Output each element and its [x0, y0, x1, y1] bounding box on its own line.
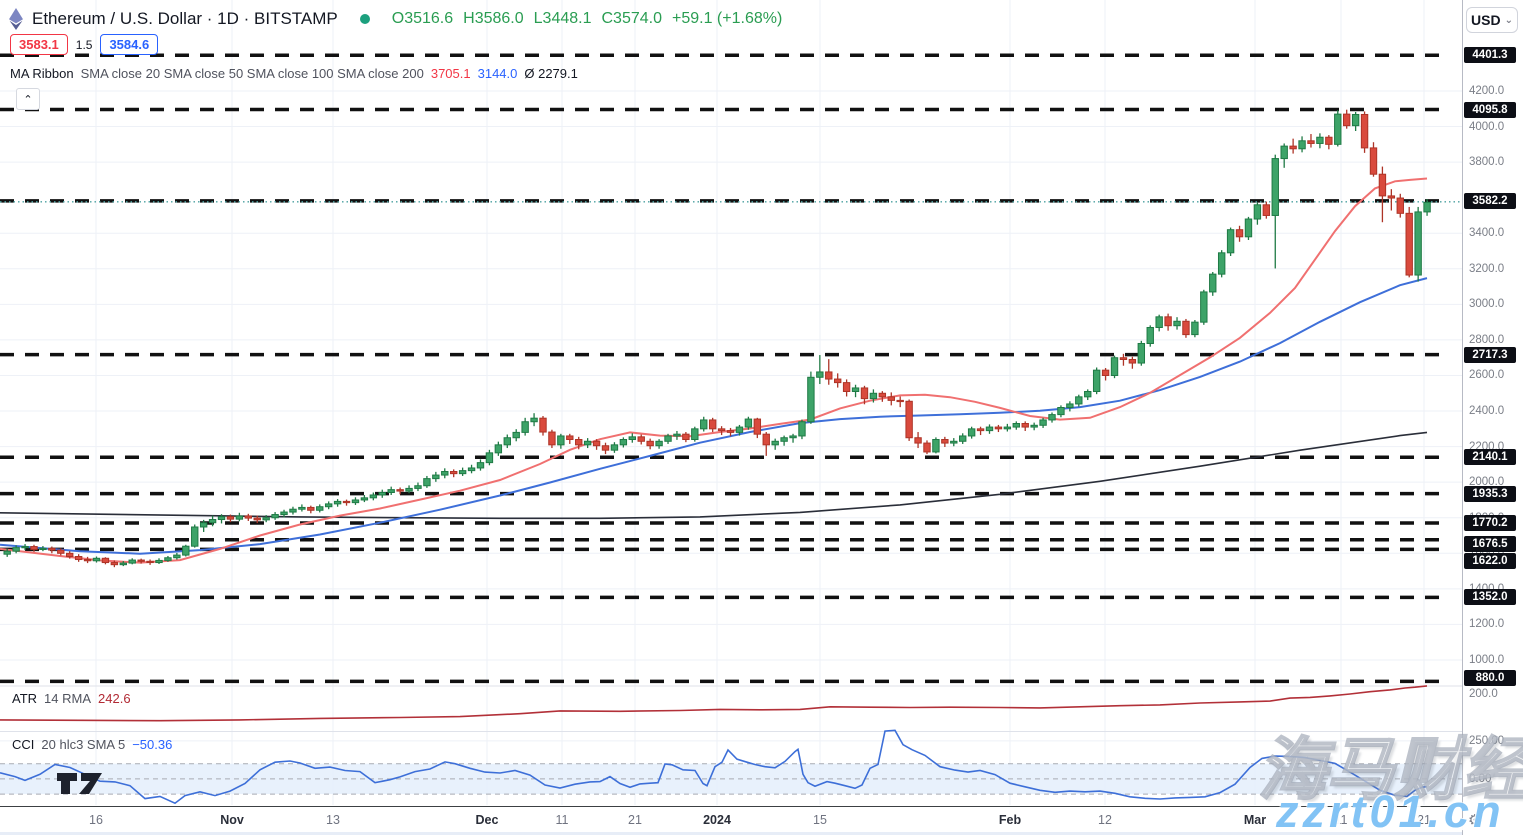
candles-series	[3, 109, 1431, 568]
price-tick-label: 2400.0	[1469, 405, 1505, 418]
price-level-badge: 2140.1	[1464, 449, 1516, 466]
cci-tick-label: 0.00	[1469, 772, 1492, 785]
bid-ask-row: 3583.1 1.5 3584.6	[10, 34, 159, 55]
price-tick-label: 4000.0	[1469, 120, 1505, 133]
price-tick-label: 2000.0	[1469, 476, 1505, 489]
collapse-legend-button[interactable]: ⌃	[16, 88, 40, 110]
price-level-badge: 1935.3	[1464, 485, 1516, 502]
price-tick-label: 1200.0	[1469, 618, 1505, 631]
price-level-badge: 3582.2	[1464, 192, 1516, 209]
time-axis-label: 15	[813, 813, 827, 827]
atr-params: 14 RMA	[44, 691, 92, 706]
cci-line	[0, 729, 1428, 805]
ohlc-token: O3516.6	[391, 10, 454, 27]
ma-ribbon-params: SMA close 20 SMA close 50 SMA close 100 …	[80, 66, 424, 81]
cci-tick-label: 250.00	[1469, 734, 1505, 747]
sma-20-line	[0, 177, 1428, 564]
price-level-badge: 4401.3	[1464, 47, 1516, 64]
price-level-badge: 1770.2	[1464, 515, 1516, 532]
time-axis-label: 12	[1098, 813, 1112, 827]
time-axis-label: 16	[89, 813, 103, 827]
ask-price-button[interactable]: 3584.6	[100, 34, 159, 55]
atr-legend: ATR 14 RMA 242.6	[12, 691, 131, 706]
price-level-badge: 1352.0	[1464, 589, 1516, 606]
support-resistance-lines	[0, 53, 1447, 684]
currency-selector-button[interactable]: USD ⌄	[1466, 7, 1518, 33]
ma-ribbon-title[interactable]: MA Ribbon	[10, 66, 74, 81]
grid-lines	[0, 0, 1462, 805]
price-tick-label: 1000.0	[1469, 653, 1505, 666]
chevron-up-icon: ⌃	[23, 93, 33, 106]
ma-ribbon-average-value: Ø 2279.1	[524, 66, 578, 81]
ohlc-token: C3574.0	[601, 10, 663, 27]
price-tick-label: 2600.0	[1469, 369, 1505, 382]
time-axis-label: 11	[555, 813, 569, 827]
spread-value: 1.5	[75, 37, 93, 52]
atr-tick-label: 200.0	[1469, 688, 1498, 700]
atr-line	[0, 685, 1428, 722]
price-level-badge: 880.0	[1464, 670, 1516, 686]
ma-ribbon-sma20-value: 3705.1	[430, 66, 471, 81]
price-level-badge: 1622.0	[1464, 553, 1516, 569]
price-level-badge: 1676.5	[1464, 536, 1516, 552]
currency-label: USD	[1471, 12, 1501, 28]
sma-50-line	[0, 277, 1428, 555]
time-axis-label: 21	[1417, 813, 1431, 827]
axis-settings-gear-icon[interactable]: ⚙	[1468, 812, 1482, 829]
ethereum-icon	[9, 8, 23, 30]
price-level-badge: 4095.8	[1464, 101, 1516, 118]
time-axis-label: 2024	[703, 813, 731, 827]
ohlc-values: O3516.6 H3586.0 L3448.1 C3574.0 +59.1 (+1.68…	[392, 10, 783, 28]
time-axis-label: 21	[628, 813, 642, 827]
ma-ribbon-sma50-value: 3144.0	[477, 66, 518, 81]
price-tick-label: 4200.0	[1469, 85, 1505, 97]
sma-200-line	[0, 431, 1428, 520]
price-tick-label: 2800.0	[1469, 333, 1505, 346]
time-axis-label: 13	[326, 813, 340, 827]
ma-ribbon-legend: MA Ribbon SMA close 20 SMA close 50 SMA …	[10, 66, 578, 81]
cci-params: 20 hlc3 SMA 5	[41, 737, 126, 752]
atr-value: 242.6	[98, 691, 131, 706]
price-tick-label: 3400.0	[1469, 227, 1505, 240]
time-axis[interactable]: 16 Nov 13 Dec 11 21 2024 15 Feb 12 Mar 11 21	[0, 806, 1523, 832]
time-axis-label: Mar	[1243, 813, 1267, 827]
chevron-down-icon: ⌄	[1504, 14, 1513, 26]
market-status-dot	[359, 14, 370, 24]
price-tick-label: 3200.0	[1469, 262, 1505, 275]
time-axis-label: Nov	[220, 813, 244, 827]
price-level-badge: 2717.3	[1464, 346, 1516, 363]
bid-price-button[interactable]: 3583.1	[10, 34, 68, 55]
ohlc-token: +59.1 (+1.68%)	[672, 10, 783, 27]
time-axis-label: Dec	[475, 813, 499, 827]
atr-title[interactable]: ATR	[12, 691, 38, 706]
symbol-header: Ethereum / U.S. Dollar · 1D · BITSTAMP O…	[8, 7, 782, 31]
time-axis-label: 11	[1334, 813, 1348, 827]
price-tick-label: 3800.0	[1469, 156, 1505, 169]
price-axis[interactable]: 4200.0 4000.0 3800.0 3400.0 3200.0 3000.0 2800…	[1462, 0, 1523, 835]
symbol-title[interactable]: Ethereum / U.S. Dollar · 1D · BITSTAMP	[32, 9, 338, 28]
time-axis-label: Feb	[998, 813, 1022, 827]
cci-value: −50.36	[132, 737, 173, 752]
cci-title[interactable]: CCI	[12, 737, 35, 752]
cci-legend: CCI 20 hlc3 SMA 5 −50.36	[12, 737, 172, 752]
ohlc-token: H3586.0	[463, 10, 524, 27]
cci-band	[0, 763, 1462, 795]
price-tick-label: 3000.0	[1469, 298, 1505, 311]
ohlc-token: L3448.1	[533, 10, 592, 27]
window-edge	[0, 831, 1523, 835]
tradingview-logo[interactable]	[55, 768, 135, 798]
